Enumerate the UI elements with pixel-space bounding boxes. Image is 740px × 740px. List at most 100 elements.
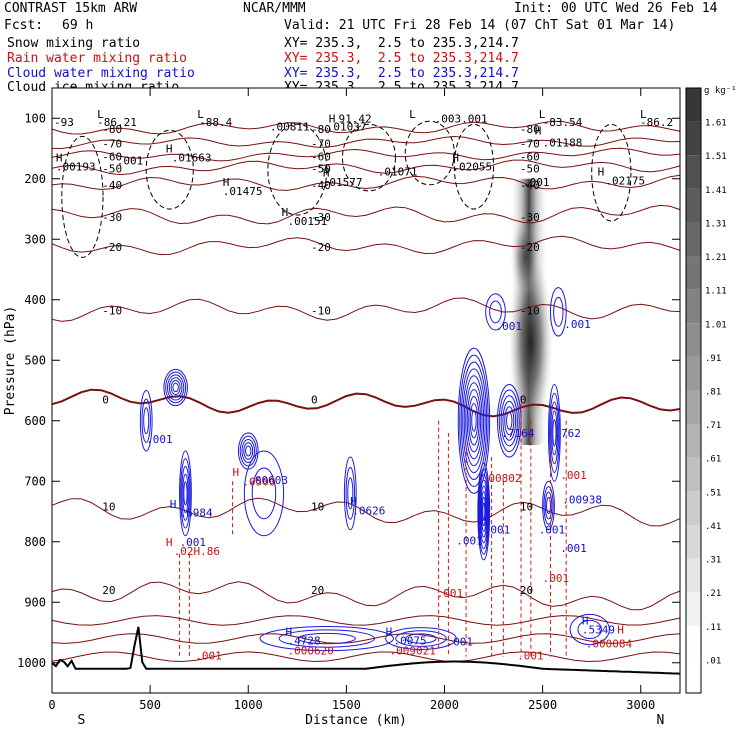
cloud-water-contour — [500, 395, 518, 447]
temperature-contour-label: -50 — [311, 162, 331, 175]
cloud-ice-contour — [341, 123, 396, 192]
colorbar-unit: g kg⁻¹ — [704, 86, 737, 96]
cloud-water-contour — [544, 491, 553, 520]
contour-annotation: H — [535, 124, 542, 137]
cloud-water-contour — [168, 377, 183, 398]
cloud-water-contour — [241, 438, 255, 464]
temperature-contour-label: -30 — [311, 211, 331, 224]
contour-annotation: .001 — [437, 587, 464, 600]
cloud-water-contour — [478, 468, 490, 555]
contour-annotation: .0500 — [242, 475, 275, 488]
terrain-line — [51, 626, 681, 675]
contour-annotation: H — [386, 625, 393, 638]
temperature-contour-label: -70 — [311, 138, 331, 151]
field-name-snow: Snow mixing ratio — [7, 36, 141, 51]
contour-annotation: L — [539, 108, 546, 121]
cloud-water-contour — [166, 374, 185, 401]
cloud-water-contour — [457, 347, 491, 494]
y-tick-label: 1000 — [17, 656, 46, 670]
contour-annotation: .003.001 — [435, 112, 488, 125]
cloud-water-contour — [489, 300, 502, 324]
cloud-water-contour — [466, 389, 482, 453]
fcst-value: 69 h — [62, 18, 94, 33]
cloud-water-contour — [278, 629, 375, 648]
temperature-contour-label: -40 — [102, 179, 122, 192]
cloud-water-contour — [482, 502, 486, 521]
colorbar-label: .11 — [705, 623, 721, 633]
cloud-water-contour — [477, 462, 491, 561]
temperature-contour-label: -60 — [311, 150, 331, 163]
contour-annotation: .001 — [517, 649, 544, 662]
contour-annotation: L — [409, 108, 416, 121]
cloud-water-contour — [463, 375, 485, 467]
cloud-water-contour — [345, 466, 356, 520]
colorbar-label: 1.11 — [705, 287, 727, 297]
x-tick-label: 2000 — [430, 698, 459, 712]
temperature-contour-label: -30 — [102, 211, 122, 224]
cloud-water-contour — [245, 445, 252, 457]
snow-core — [508, 252, 553, 433]
contour-annotation: .0075 — [393, 634, 426, 647]
snow-core-upper — [510, 217, 539, 298]
x-tick-label: 1000 — [234, 698, 263, 712]
contour-annotation: .01663 — [172, 152, 212, 165]
temperature-contour-label: -60 — [102, 150, 122, 163]
cloud-water-contour — [552, 419, 557, 447]
contour-annotation: H — [56, 152, 63, 165]
cloud-water-contour — [549, 287, 567, 337]
contour-annotation: .001 — [539, 524, 566, 537]
cloud-water-contour — [259, 625, 394, 652]
colorbar-segment — [686, 491, 701, 525]
contour-annotation: H — [223, 176, 230, 189]
contour-annotation: L — [97, 108, 104, 121]
colorbar-label: .91 — [705, 354, 721, 364]
contour-annotation: H — [617, 623, 624, 636]
colorbar-segment — [686, 659, 701, 693]
cloud-water-contour — [465, 382, 483, 460]
contour-annotation: .0626 — [352, 504, 385, 517]
cloud-water-contour — [502, 400, 517, 441]
cloud-water-contour — [179, 450, 192, 537]
cloud-water-contour — [172, 382, 179, 393]
field-name-cloudwater: Cloud water mixing ratio — [7, 66, 195, 81]
cloud-water-contour — [485, 293, 506, 331]
x-tick-label: 1500 — [332, 698, 361, 712]
cloud-water-contour — [243, 450, 285, 537]
contour-annotation: H — [598, 165, 605, 178]
colorbar-segment — [686, 457, 701, 492]
contour-annotation: .001 — [564, 318, 591, 331]
init-label: Init: 00 UTC Wed 26 Feb 14 — [514, 1, 718, 16]
temperature-contour — [51, 388, 681, 418]
colorbar-segment — [686, 256, 701, 290]
temperature-contour-label: -10 — [520, 305, 540, 318]
contour-annotation: .762 — [554, 427, 581, 440]
temperature-contour — [51, 120, 681, 135]
cloud-water-contour — [481, 496, 486, 527]
contour-annotation: .000084 — [586, 637, 633, 650]
contour-annotation: -86.21 — [97, 116, 137, 129]
temperature-contour-label: 0 — [102, 394, 109, 407]
colorbar-segment — [686, 558, 701, 593]
contour-annotation: .00938 — [562, 493, 602, 506]
cloud-water-contour — [506, 411, 513, 430]
contour-annotation: .001 — [195, 649, 222, 662]
temperature-contour — [51, 204, 681, 225]
contour-annotation: .001 — [484, 524, 511, 537]
contour-annotation: .001 — [456, 535, 483, 548]
cloud-water-contour — [141, 398, 151, 443]
y-tick-label: 200 — [24, 172, 46, 186]
contour-annotation: .001 — [446, 636, 473, 649]
temperature-contour-label: -70 — [520, 138, 540, 151]
cloud-water-contour — [143, 407, 150, 435]
temperature-contour — [51, 581, 681, 611]
temperature-contour-label: 20 — [102, 584, 115, 597]
contour-annotation: .01577 — [323, 176, 363, 189]
contour-annotation: -86.2 — [640, 116, 673, 129]
temperature-contour-label: -20 — [311, 241, 331, 254]
cloud-water-contour — [480, 491, 487, 532]
contour-annotation: .009021 — [390, 645, 436, 658]
contour-annotation: -93 — [54, 116, 74, 129]
cloud-water-contour — [347, 477, 354, 510]
cloud-water-contour — [577, 619, 602, 640]
